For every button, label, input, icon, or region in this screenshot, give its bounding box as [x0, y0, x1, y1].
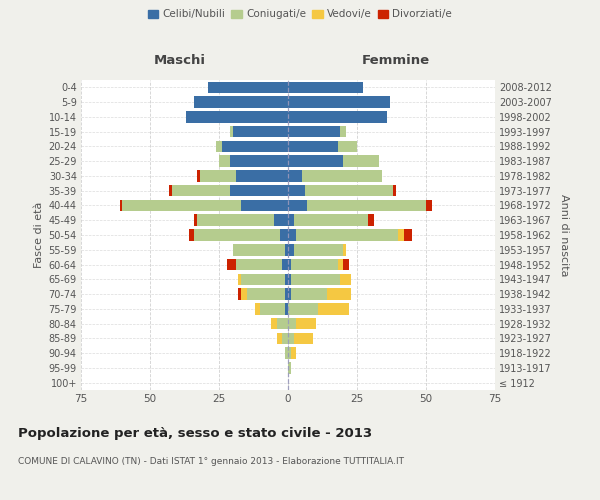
- Bar: [186, 111, 288, 122]
- Bar: [288, 170, 302, 181]
- Legend: Celibi/Nubili, Coniugati/e, Vedovi/e, Divorziati/e: Celibi/Nubili, Coniugati/e, Vedovi/e, Di…: [143, 5, 457, 24]
- Bar: [288, 348, 291, 359]
- Text: Maschi: Maschi: [154, 54, 206, 68]
- Bar: [288, 185, 305, 196]
- Bar: [340, 274, 352, 285]
- Bar: [200, 170, 236, 181]
- Bar: [274, 214, 288, 226]
- Bar: [255, 303, 260, 314]
- Bar: [260, 303, 285, 314]
- Text: Femmine: Femmine: [362, 54, 430, 68]
- Bar: [398, 229, 404, 241]
- Bar: [293, 332, 313, 344]
- Bar: [230, 126, 233, 138]
- Bar: [285, 274, 288, 285]
- Bar: [194, 214, 197, 226]
- Bar: [172, 185, 230, 196]
- Bar: [291, 288, 326, 300]
- Bar: [404, 229, 412, 241]
- Bar: [288, 82, 362, 93]
- Bar: [338, 259, 343, 270]
- Bar: [291, 274, 340, 285]
- Bar: [285, 348, 288, 359]
- Bar: [291, 348, 296, 359]
- Bar: [216, 140, 222, 152]
- Bar: [197, 214, 274, 226]
- Bar: [241, 274, 285, 285]
- Bar: [296, 229, 398, 241]
- Bar: [285, 288, 288, 300]
- Bar: [305, 185, 393, 196]
- Bar: [238, 288, 241, 300]
- Bar: [188, 229, 194, 241]
- Bar: [343, 156, 379, 167]
- Bar: [326, 288, 352, 300]
- Bar: [194, 96, 288, 108]
- Bar: [197, 170, 200, 181]
- Bar: [238, 274, 241, 285]
- Bar: [288, 362, 291, 374]
- Bar: [288, 274, 291, 285]
- Bar: [288, 332, 293, 344]
- Bar: [291, 259, 338, 270]
- Bar: [247, 288, 285, 300]
- Bar: [288, 303, 319, 314]
- Bar: [293, 244, 343, 256]
- Bar: [233, 244, 285, 256]
- Text: Popolazione per età, sesso e stato civile - 2013: Popolazione per età, sesso e stato civil…: [18, 428, 372, 440]
- Bar: [230, 185, 288, 196]
- Bar: [236, 259, 283, 270]
- Bar: [285, 303, 288, 314]
- Bar: [343, 259, 349, 270]
- Bar: [277, 332, 283, 344]
- Bar: [293, 214, 368, 226]
- Bar: [288, 288, 291, 300]
- Bar: [288, 111, 388, 122]
- Bar: [288, 96, 390, 108]
- Bar: [288, 259, 291, 270]
- Bar: [241, 288, 247, 300]
- Bar: [338, 140, 357, 152]
- Bar: [119, 200, 122, 211]
- Bar: [288, 140, 338, 152]
- Bar: [343, 244, 346, 256]
- Bar: [227, 259, 236, 270]
- Bar: [288, 200, 307, 211]
- Bar: [283, 332, 288, 344]
- Bar: [368, 214, 374, 226]
- Bar: [194, 229, 280, 241]
- Bar: [241, 200, 288, 211]
- Bar: [271, 318, 277, 330]
- Bar: [285, 244, 288, 256]
- Bar: [219, 156, 230, 167]
- Y-axis label: Fasce di età: Fasce di età: [34, 202, 44, 268]
- Bar: [302, 170, 382, 181]
- Bar: [288, 244, 293, 256]
- Bar: [122, 200, 241, 211]
- Bar: [426, 200, 431, 211]
- Bar: [169, 185, 172, 196]
- Bar: [307, 200, 426, 211]
- Text: COMUNE DI CALAVINO (TN) - Dati ISTAT 1° gennaio 2013 - Elaborazione TUTTITALIA.I: COMUNE DI CALAVINO (TN) - Dati ISTAT 1° …: [18, 458, 404, 466]
- Bar: [340, 126, 346, 138]
- Bar: [288, 214, 293, 226]
- Bar: [208, 82, 288, 93]
- Bar: [222, 140, 288, 152]
- Bar: [236, 170, 288, 181]
- Y-axis label: Anni di nascita: Anni di nascita: [559, 194, 569, 276]
- Bar: [288, 229, 296, 241]
- Bar: [230, 156, 288, 167]
- Bar: [288, 318, 296, 330]
- Bar: [233, 126, 288, 138]
- Bar: [283, 259, 288, 270]
- Bar: [288, 126, 340, 138]
- Bar: [296, 318, 316, 330]
- Bar: [277, 318, 288, 330]
- Bar: [288, 156, 343, 167]
- Bar: [393, 185, 395, 196]
- Bar: [319, 303, 349, 314]
- Bar: [280, 229, 288, 241]
